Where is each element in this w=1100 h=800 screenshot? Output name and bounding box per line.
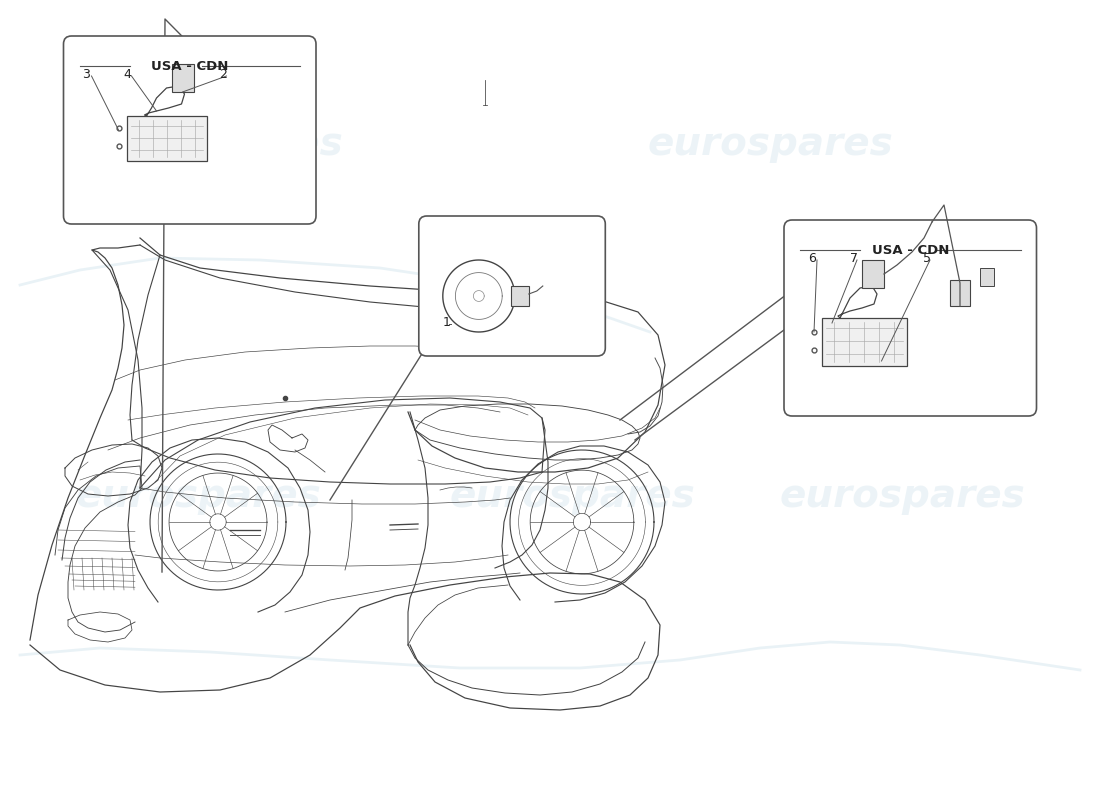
Bar (510, 286, 529, 306)
Text: 4: 4 (123, 67, 131, 81)
Text: 6: 6 (808, 251, 816, 265)
Text: eurospares: eurospares (647, 125, 893, 163)
Text: 1: 1 (443, 316, 451, 329)
Bar (172, 64, 194, 92)
Bar (950, 280, 970, 306)
Bar (862, 260, 884, 288)
Text: eurospares: eurospares (779, 477, 1025, 515)
Bar (980, 268, 994, 286)
Text: 5: 5 (923, 251, 931, 265)
Text: 7: 7 (850, 251, 858, 265)
FancyBboxPatch shape (784, 220, 1036, 416)
Bar (822, 318, 908, 366)
Text: USA - CDN: USA - CDN (871, 243, 949, 257)
Text: eurospares: eurospares (97, 125, 343, 163)
FancyBboxPatch shape (419, 216, 605, 356)
FancyBboxPatch shape (64, 36, 316, 224)
Text: 3: 3 (82, 67, 90, 81)
Text: 2: 2 (220, 67, 228, 81)
Text: USA - CDN: USA - CDN (151, 59, 229, 73)
Text: eurospares: eurospares (75, 477, 321, 515)
Text: eurospares: eurospares (449, 477, 695, 515)
Bar (126, 116, 207, 161)
